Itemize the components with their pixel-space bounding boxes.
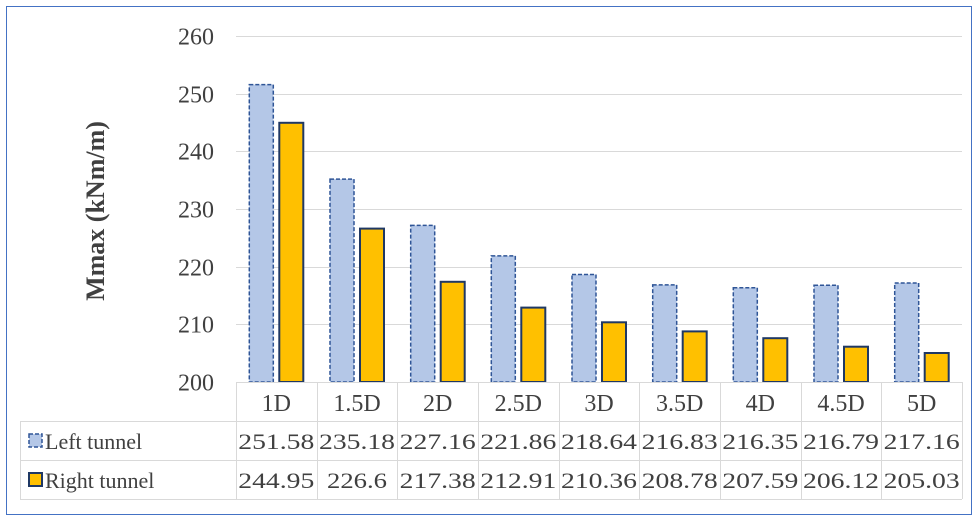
data-label: 226.6	[327, 468, 387, 493]
legend-key-right-tunnel	[28, 472, 43, 487]
bar-right-tunnel	[923, 352, 950, 383]
bars	[248, 83, 950, 384]
bar-right-tunnel	[843, 345, 869, 384]
x-tick-label: 5D	[907, 391, 936, 417]
bar-left-tunnel	[813, 284, 839, 383]
bar-left-tunnel	[732, 286, 759, 383]
legend-key-left-tunnel	[28, 433, 43, 448]
x-tick-label: 2.5D	[495, 391, 542, 417]
legend-label-left-tunnel: Left tunnel	[45, 429, 142, 454]
y-axis: 200 210 220 230 240 250 260	[178, 25, 214, 397]
chart-frame	[6, 6, 972, 515]
data-label: 207.59	[722, 468, 798, 493]
data-label: 251.58	[238, 429, 314, 454]
bar-left-tunnel	[409, 224, 436, 383]
y-axis-title: Mmax (kNm/m)	[81, 121, 110, 301]
bar-left-tunnel	[490, 255, 517, 383]
bar-left-tunnel	[651, 284, 678, 383]
data-label: 205.03	[884, 468, 960, 493]
bar-right-tunnel	[520, 306, 547, 384]
data-label: 212.91	[480, 468, 556, 493]
data-label: 208.78	[642, 468, 718, 493]
data-label: 235.18	[319, 429, 395, 454]
y-tick-label: 250	[178, 83, 214, 109]
x-tick-label: 3.5D	[656, 391, 703, 417]
data-table: 1D 1.5D 2D 2.5D 3D 3.5D 4D 4.5D 5D Left tunnel 251…	[20, 382, 963, 500]
data-label: 221.86	[480, 429, 556, 454]
y-tick-label: 230	[178, 198, 214, 224]
x-tick-label: 2D	[423, 391, 452, 417]
data-label: 216.79	[803, 429, 879, 454]
x-tick-label: 1.5D	[333, 391, 380, 417]
bar-left-tunnel	[893, 282, 920, 383]
data-label: 218.64	[561, 429, 637, 454]
bar-left-tunnel	[329, 178, 355, 383]
bar-left-tunnel	[248, 83, 275, 383]
data-label: 216.83	[642, 429, 718, 454]
x-tick-label: 1D	[262, 391, 291, 417]
y-tick-label: 240	[178, 140, 214, 166]
data-label: 206.12	[803, 468, 879, 493]
gridlines	[236, 36, 962, 325]
data-label: 217.16	[884, 429, 960, 454]
bar-right-tunnel	[278, 121, 305, 384]
x-tick-label: 4D	[746, 391, 775, 417]
y-tick-label: 260	[178, 25, 214, 51]
bar-right-tunnel	[601, 321, 627, 383]
data-label: 217.38	[400, 468, 476, 493]
bar-right-tunnel	[762, 337, 789, 384]
data-label: 210.36	[561, 468, 637, 493]
legend-label-right-tunnel: Right tunnel	[45, 468, 154, 493]
y-tick-label: 210	[178, 313, 214, 339]
bar-right-tunnel	[359, 227, 385, 383]
y-tick-label: 200	[178, 371, 214, 397]
data-label: 244.95	[238, 468, 314, 493]
bar-right-tunnel	[681, 330, 708, 383]
bar-right-tunnel	[439, 280, 466, 383]
y-tick-label: 220	[178, 256, 214, 282]
x-tick-label: 3D	[584, 391, 613, 417]
bar-left-tunnel	[571, 273, 597, 383]
data-label: 227.16	[400, 429, 476, 454]
data-label: 216.35	[722, 429, 798, 454]
x-tick-label: 4.5D	[817, 391, 864, 417]
